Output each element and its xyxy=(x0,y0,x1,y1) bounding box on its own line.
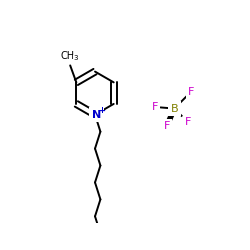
Text: F: F xyxy=(152,102,158,112)
Text: N: N xyxy=(92,110,101,120)
Text: CH: CH xyxy=(61,51,75,61)
Text: F: F xyxy=(188,86,194,97)
Text: 3: 3 xyxy=(73,56,78,62)
Text: F: F xyxy=(164,121,170,131)
Text: B: B xyxy=(170,104,178,114)
Text: F: F xyxy=(185,118,191,128)
Text: +: + xyxy=(98,106,105,114)
